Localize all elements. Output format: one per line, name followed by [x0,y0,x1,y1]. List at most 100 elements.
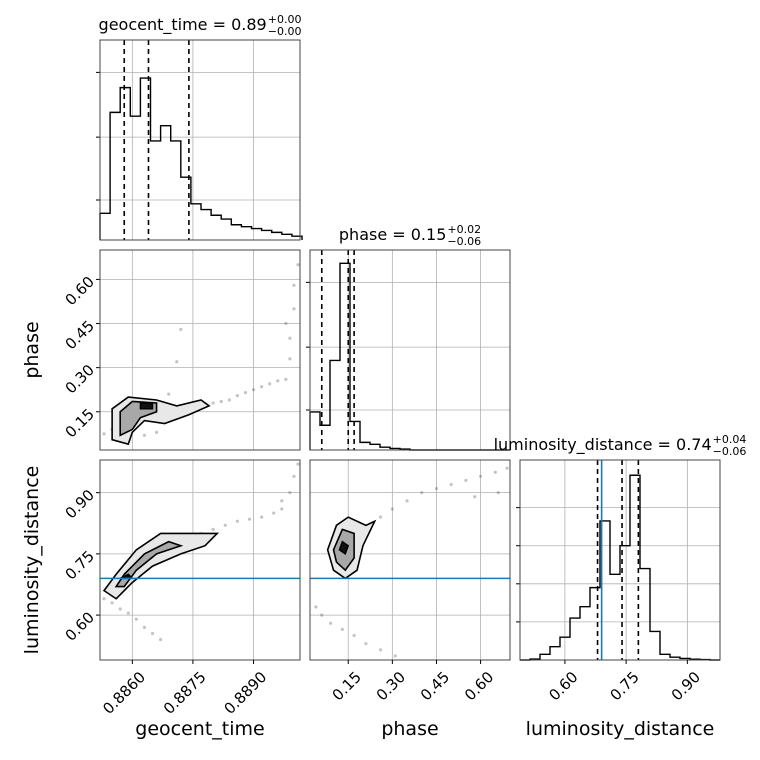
yaxis-phase: 0.15 0.30 0.45 0.60 phase [21,273,98,442]
panel-phase-vs-geocent-time-sample-11 [219,399,223,404]
hist-geocent-time-panel-border [99,39,301,241]
panel-ld-vs-phase-sample-8 [378,515,383,519]
yaxis-phase-tick-label-1: 0.30 [62,361,98,397]
panel-phase-vs-geocent-time-sample-4 [154,430,159,434]
panel-phase-vs-geocent-time-sample-13 [235,393,239,398]
panel-ld-vs-geocent-time-border [99,459,301,661]
panel-ld-vs-geocent-time-sample-1 [110,601,114,605]
panel-phase-vs-geocent-time-sample-12 [227,398,231,402]
panel-ld-vs-phase-sample-17 [505,466,509,470]
panel-ld-vs-phase-sample-16 [493,470,497,474]
panel-ld-vs-geocent-time-sample-13 [247,517,252,521]
panel-ld-vs-phase-border [309,459,511,661]
hist-phase-panel-border [309,249,511,451]
panel-ld-vs-geocent-time-sample-7 [159,637,163,642]
panel-ld-vs-geocent-time-contour-outer [102,532,220,600]
panel-phase-vs-geocent-time-sample-3 [142,433,147,437]
xaxis-geocent-time-label: geocent_time [135,718,264,740]
panel-ld-vs-geocent-time-sample-2 [118,607,122,611]
hist-luminosity-distance-panel [516,459,721,661]
panel-phase-vs-geocent-time-contour-core [139,402,154,410]
yaxis-luminosity-distance-tick-label-0: 0.60 [62,608,98,644]
hist-phase-title: phase = 0.15 +0.02−0.06 [339,223,481,248]
panel-phase-vs-geocent-time [96,249,301,451]
hist-geocent-time-panel [96,39,303,241]
panel-ld-vs-phase-sample-1 [320,613,324,617]
panel-phase-vs-geocent-time-sample-16 [260,385,264,389]
hist-luminosity-distance-steps [520,474,720,661]
hist-luminosity-distance-title-main: luminosity_distance = 0.74 [494,435,712,455]
xaxis-geocent-time-tick-label-0: 0.8860 [99,668,149,718]
panel-ld-vs-phase-sample-6 [378,648,383,652]
panel-ld-vs-geocent-time-sample-20 [280,499,284,503]
hist-geocent-time-steps [99,77,303,240]
panel-phase-vs-geocent-time-sample-14 [243,391,248,395]
yaxis-luminosity-distance-label: luminosity_distance [21,466,43,655]
yaxis-phase-tick-label-0: 0.15 [62,405,98,441]
panel-phase-vs-geocent-time-sample-15 [251,388,256,392]
panel-ld-vs-phase-sample-3 [340,627,344,631]
yaxis-luminosity-distance-tick-label-2: 0.90 [62,486,98,522]
hist-luminosity-distance-title: luminosity_distance = 0.74 +0.04−0.06 [494,433,747,458]
panel-ld-vs-geocent-time-sample-0 [102,597,106,601]
panel-ld-vs-geocent-time-sample-16 [280,507,284,511]
yaxis-phase-tick-label-2: 0.45 [62,317,98,353]
panel-ld-vs-phase-sample-5 [364,642,368,646]
panel-phase-vs-geocent-time-sample-5 [167,392,171,396]
hist-phase-panel-background [310,250,510,450]
panel-phase-vs-geocent-time-sample-19 [284,377,288,382]
panel-ld-vs-phase-sample-7 [393,654,397,658]
panel-ld-vs-geocent-time-sample-11 [223,523,227,527]
hist-geocent-time-title-sup: +0.00 [268,13,302,26]
xaxis-geocent-time-tick-label-2: 0.8890 [220,668,270,718]
xaxis-phase-tick-label-0: 0.15 [329,668,365,704]
hist-geocent-time-title-sub: −0.00 [268,25,302,38]
panel-phase-vs-geocent-time-border [99,249,301,451]
xaxis-luminosity-distance-tick-label-2: 0.90 [668,668,704,704]
panel-ld-vs-phase-sample-0 [314,605,318,609]
panel-ld-vs-phase-sample-19 [496,491,500,495]
panel-phase-vs-geocent-time-sample-21 [288,336,292,340]
panel-ld-vs-phase-sample-12 [434,486,439,491]
panel-ld-vs-phase-sample-2 [328,621,333,625]
panel-phase-vs-geocent-time-sample-10 [211,401,215,405]
panel-ld-vs-geocent-time-sample-18 [292,474,296,478]
hist-phase-panel [306,249,511,451]
yaxis-phase-tick-label-3: 0.60 [62,273,98,309]
panel-phase-vs-geocent-time-sample-23 [292,283,296,287]
panel-ld-vs-geocent-time-sample-5 [142,625,147,629]
panel-ld-vs-geocent-time-sample-4 [134,617,138,621]
panel-ld-vs-geocent-time-sample-14 [260,515,264,519]
panel-ld-vs-geocent-time [96,459,301,661]
hist-phase-title-main: phase = 0.15 [339,225,446,244]
panel-phase-vs-geocent-time-sample-22 [292,307,296,311]
xaxis-phase-label: phase [381,718,438,740]
hist-geocent-time-panel-background [100,40,300,240]
panel-phase-vs-geocent-time-sample-17 [268,382,272,386]
panel-ld-vs-phase [309,459,511,661]
panel-ld-vs-phase-sample-11 [420,491,424,495]
panel-ld-vs-phase-sample-15 [478,474,483,478]
xaxis-luminosity-distance-tick-label-0: 0.60 [545,668,581,704]
panel-ld-vs-geocent-time-sample-15 [272,511,276,515]
xaxis-luminosity-distance-tick-label-1: 0.75 [607,668,643,704]
panel-ld-vs-geocent-time-sample-17 [288,491,292,495]
panel-ld-vs-phase-sample-10 [405,499,409,503]
hist-luminosity-distance-title-sup: +0.04 [713,433,747,446]
panel-phase-vs-geocent-time-sample-6 [175,360,179,364]
panel-phase-vs-geocent-time-contour-inner [119,400,158,437]
panel-phase-vs-geocent-time-sample-24 [296,263,300,267]
hist-luminosity-distance-title-sub: −0.06 [713,445,747,458]
panel-ld-vs-geocent-time-sample-12 [235,519,239,523]
yaxis-phase-label: phase [21,321,43,378]
panel-ld-vs-phase-contour-core [338,540,350,555]
panel-phase-vs-geocent-time-sample-18 [276,379,280,383]
panel-ld-vs-geocent-time-contour-inner [114,540,184,588]
panel-ld-vs-geocent-time-sample-10 [211,527,215,531]
hist-geocent-time-title-main: geocent_time = 0.89 [99,15,267,35]
panel-phase-vs-geocent-time-sample-20 [288,357,292,361]
panel-phase-vs-geocent-time-sample-25 [284,321,288,326]
panel-ld-vs-phase-sample-4 [352,633,356,638]
